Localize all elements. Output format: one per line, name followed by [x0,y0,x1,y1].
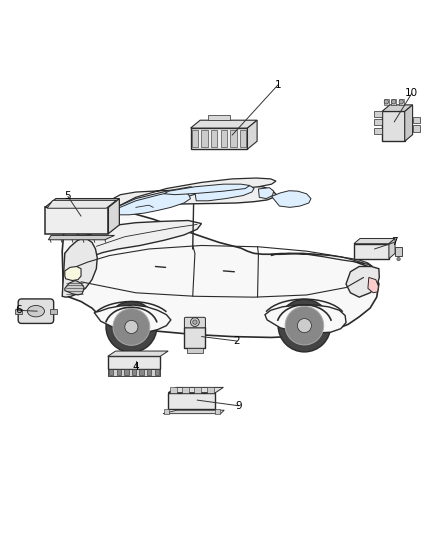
Polygon shape [94,305,171,332]
Bar [208,115,230,120]
Polygon shape [62,238,97,297]
Text: 4: 4 [132,362,139,372]
Bar [192,130,198,147]
Bar [207,387,214,393]
Polygon shape [112,185,276,212]
Bar [50,309,57,314]
Text: 10: 10 [405,88,418,99]
Bar [374,119,382,125]
Text: 7: 7 [391,237,398,247]
Polygon shape [389,238,395,259]
Bar [382,111,405,141]
Bar [139,369,144,375]
Polygon shape [65,280,84,295]
Bar [184,327,205,349]
Circle shape [125,320,138,334]
Polygon shape [258,188,274,199]
Bar [164,409,169,414]
Text: 6: 6 [15,305,22,316]
Bar [132,369,136,375]
Bar [354,244,389,259]
Polygon shape [168,387,223,393]
Bar [374,110,382,117]
Circle shape [106,302,157,352]
Bar [170,387,177,393]
Polygon shape [115,191,191,215]
Ellipse shape [27,305,45,317]
Bar [108,369,160,376]
Polygon shape [382,105,413,111]
Bar [147,369,152,375]
Text: 5: 5 [64,191,71,201]
Circle shape [193,320,197,324]
Polygon shape [272,191,311,207]
Bar [215,409,220,414]
Circle shape [399,100,403,104]
Bar [240,130,246,147]
Polygon shape [191,120,257,128]
Bar [374,128,382,134]
Bar [384,99,389,105]
Text: 2: 2 [233,336,240,346]
Circle shape [397,257,400,261]
Bar [230,130,237,147]
Bar [391,99,396,105]
Polygon shape [108,351,168,356]
Polygon shape [62,205,379,337]
Polygon shape [47,200,117,208]
Bar [395,247,402,255]
FancyBboxPatch shape [184,317,205,328]
Polygon shape [109,199,119,233]
Polygon shape [346,266,379,297]
Polygon shape [110,187,199,212]
Circle shape [384,100,389,104]
Bar [211,130,217,147]
Polygon shape [265,305,346,333]
Polygon shape [247,120,257,149]
Polygon shape [354,238,395,244]
Text: 9: 9 [235,401,242,411]
Bar [191,128,247,149]
Bar [182,387,189,393]
Bar [201,130,208,147]
Bar [187,349,203,353]
Polygon shape [65,221,201,268]
FancyBboxPatch shape [18,299,53,324]
Polygon shape [113,178,276,207]
Bar [15,309,22,314]
Bar [168,393,215,409]
Circle shape [392,100,396,104]
Bar [399,99,404,105]
Circle shape [191,318,199,327]
Polygon shape [271,253,372,266]
Polygon shape [164,184,250,195]
Polygon shape [405,105,413,141]
Bar [221,130,227,147]
Bar [413,125,420,132]
Circle shape [278,300,331,352]
Bar [124,369,129,375]
Polygon shape [45,199,119,207]
Bar [45,207,109,233]
Polygon shape [195,186,254,201]
Circle shape [113,309,150,345]
Bar [109,369,113,375]
Bar [413,117,420,123]
Bar [194,387,201,393]
Circle shape [297,319,311,333]
Bar [108,356,160,369]
Text: 1: 1 [275,80,282,90]
Polygon shape [48,236,115,240]
Bar [155,369,159,375]
Polygon shape [368,278,378,293]
Circle shape [285,306,324,345]
Bar [117,369,121,375]
Polygon shape [163,410,224,414]
Polygon shape [77,228,91,236]
Polygon shape [65,266,81,280]
